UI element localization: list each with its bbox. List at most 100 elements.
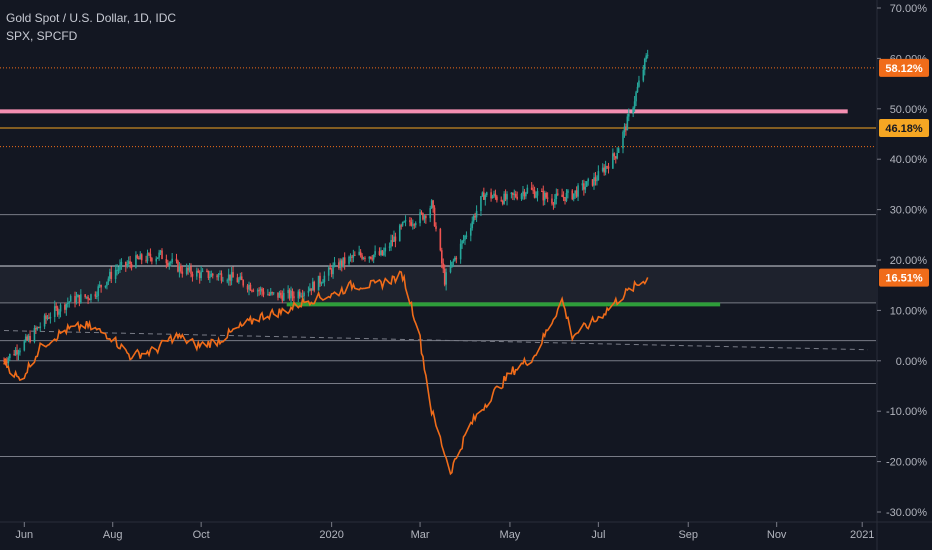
legend-main-symbol[interactable]: Gold Spot / U.S. Dollar, 1D, IDC xyxy=(6,11,177,25)
gold-candle-body-212 xyxy=(432,200,434,208)
gold-candle-body-152 xyxy=(310,288,313,291)
gold-candle-body-288 xyxy=(585,181,588,187)
gold-candle-body-180 xyxy=(368,256,371,259)
gold-candle-body-147 xyxy=(300,295,302,297)
gold-candle-body-302 xyxy=(614,156,617,159)
gold-candle-body-105 xyxy=(216,275,218,278)
gold-candle-body-153 xyxy=(311,281,314,291)
gold-candle-body-61 xyxy=(126,264,129,267)
gold-candle-body-9 xyxy=(19,350,21,353)
gold-candle-body-276 xyxy=(562,196,565,198)
gold-candle-body-167 xyxy=(340,260,343,266)
gold-candle-body-81 xyxy=(167,263,169,266)
y-tick-label-5: 20.00% xyxy=(890,255,928,267)
x-tick-label-2: Oct xyxy=(193,529,210,541)
gold-candle-body-27 xyxy=(56,307,59,315)
gold-candle-body-157 xyxy=(320,283,323,285)
x-tick-label-7: Sep xyxy=(678,529,698,541)
gold-candle-body-130 xyxy=(267,294,269,296)
gold-candle-body-21 xyxy=(45,315,47,319)
gold-candle-body-178 xyxy=(362,257,365,259)
gold-candle-body-244 xyxy=(496,196,498,201)
gold-candle-body-109 xyxy=(222,280,224,282)
gold-candle-body-286 xyxy=(583,183,585,190)
price-badge-bg-2 xyxy=(879,268,929,287)
gold-candle-body-79 xyxy=(161,250,163,260)
gold-candle-body-47 xyxy=(97,286,100,297)
gold-candle-body-18 xyxy=(37,327,40,329)
gold-candle-body-207 xyxy=(422,213,424,220)
gold-candle-body-175 xyxy=(358,251,360,255)
gold-candle-body-107 xyxy=(219,273,221,275)
gold-candle-body-28 xyxy=(58,311,60,315)
gold-candle-body-4 xyxy=(8,354,11,359)
legend-compare-symbol[interactable]: SPX, SPCFD xyxy=(6,29,78,43)
gold-candle-body-116 xyxy=(238,279,240,283)
gold-candle-body-59 xyxy=(120,261,123,265)
gold-candle-body-92 xyxy=(188,266,191,271)
gold-candle-body-205 xyxy=(419,212,421,224)
gold-candle-body-33 xyxy=(68,301,71,303)
gold-candle-body-85 xyxy=(175,258,178,262)
gold-candle-body-136 xyxy=(278,292,281,298)
gold-candle-body-93 xyxy=(190,266,192,274)
gold-candle-body-174 xyxy=(354,254,356,256)
gold-candle-body-260 xyxy=(530,187,533,190)
gold-candle-body-40 xyxy=(84,294,86,298)
gold-candle-body-100 xyxy=(206,270,208,272)
gold-candle-body-184 xyxy=(374,251,376,255)
x-tick-label-1: Aug xyxy=(103,529,123,541)
gold-candle-body-148 xyxy=(301,295,304,297)
gold-candle-body-50 xyxy=(104,285,107,288)
gold-candle-body-96 xyxy=(197,270,200,273)
gold-candle-body-316 xyxy=(643,58,646,70)
gold-candle-body-264 xyxy=(536,190,539,196)
gold-candle-body-198 xyxy=(403,221,405,223)
gold-candle-body-238 xyxy=(484,195,487,200)
gold-candle-body-250 xyxy=(510,192,513,195)
gold-candle-body-37 xyxy=(77,294,79,298)
gold-candle-body-3 xyxy=(7,358,10,363)
gold-candle-body-223 xyxy=(454,257,456,261)
gold-candle-body-227 xyxy=(462,239,465,241)
gold-candle-body-271 xyxy=(552,203,555,205)
gold-candle-body-282 xyxy=(574,190,576,194)
gold-candle-body-133 xyxy=(271,292,273,294)
gold-candle-body-134 xyxy=(272,292,275,294)
gold-candle-body-259 xyxy=(526,187,529,193)
gold-candle-body-103 xyxy=(210,273,213,277)
gold-candle-body-158 xyxy=(322,282,324,284)
gold-candle-body-132 xyxy=(269,292,272,295)
gold-candle-body-36 xyxy=(75,297,78,304)
gold-candle-body-202 xyxy=(412,224,414,226)
gold-candle-body-272 xyxy=(554,199,556,205)
gold-candle-body-74 xyxy=(151,258,153,262)
gold-candle-body-304 xyxy=(617,148,620,153)
gold-candle-body-186 xyxy=(380,250,382,255)
gold-candle-body-177 xyxy=(361,255,363,259)
gold-candle-body-182 xyxy=(371,258,374,260)
gold-candle-body-62 xyxy=(127,261,130,265)
gold-candle-body-141 xyxy=(288,290,291,299)
gold-candle-body-181 xyxy=(369,256,372,259)
gold-candle-body-65 xyxy=(135,255,137,268)
gold-candle-body-243 xyxy=(494,193,497,197)
gold-candle-body-58 xyxy=(119,264,121,270)
gold-candle-body-312 xyxy=(635,92,637,102)
gold-candle-body-143 xyxy=(291,290,294,297)
x-tick-label-9: 2021 xyxy=(850,529,874,541)
gold-candle-body-221 xyxy=(451,261,453,266)
gold-candle-body-90 xyxy=(185,267,188,274)
gold-candle-body-262 xyxy=(533,190,536,198)
gold-candle-body-68 xyxy=(139,254,142,260)
gold-candle-body-30 xyxy=(64,304,66,310)
gold-candle-body-77 xyxy=(158,252,160,258)
gold-candle-body-179 xyxy=(364,257,366,259)
gold-candle-body-283 xyxy=(575,190,578,197)
gold-candle-body-232 xyxy=(472,215,475,222)
gold-candle-body-73 xyxy=(149,253,152,259)
gold-candle-body-215 xyxy=(439,228,442,251)
gold-candle-body-168 xyxy=(342,257,345,266)
gold-candle-body-102 xyxy=(209,276,211,278)
